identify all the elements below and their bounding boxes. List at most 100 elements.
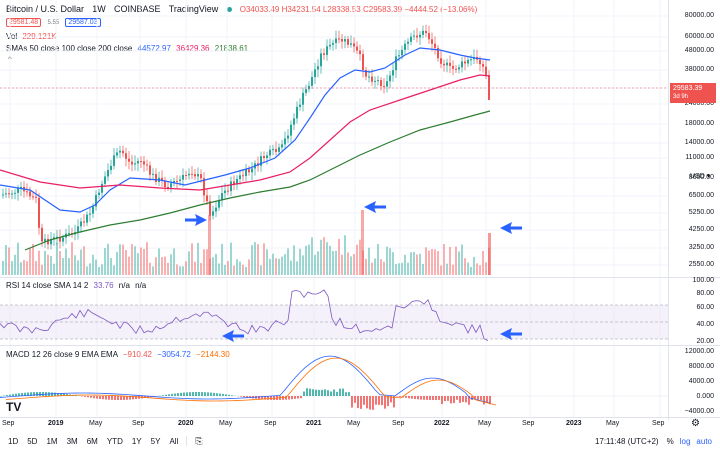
volume-bar <box>236 259 238 275</box>
volume-bar <box>470 266 472 275</box>
settings-gear-icon[interactable]: ⚙ <box>691 418 700 429</box>
pane-separator[interactable] <box>0 277 720 278</box>
time-tick-label: May <box>347 420 361 427</box>
macd-histogram-bar <box>372 396 374 410</box>
auto-toggle[interactable]: auto <box>696 436 712 446</box>
interval[interactable]: 1W <box>92 4 106 14</box>
candle <box>359 50 361 55</box>
volume-bar <box>47 254 49 275</box>
tradingview-logo-icon[interactable]: TV <box>6 400 22 414</box>
macd-legend[interactable]: MACD 12 26 close 9 EMA EMA −910.42 −3054… <box>6 350 230 359</box>
currency-label[interactable]: USD ▾ <box>690 173 711 180</box>
percent-toggle[interactable]: % <box>666 436 674 446</box>
symbol-title[interactable]: Bitcoin / U.S. Dollar <box>6 4 85 14</box>
candle <box>248 169 250 173</box>
macd-histogram-bar <box>24 392 26 396</box>
rsi-axis[interactable]: 100.00 80.00 60.00 40.00 20.00 <box>670 277 720 345</box>
sma-legend[interactable]: SMAs 50 close 100 close 200 close 44572.… <box>6 44 248 53</box>
volume-bar <box>8 247 10 275</box>
time-axis[interactable]: Sep 2019 May Sep 2020 May Sep 2021 May Sep 2022 May… <box>0 418 668 430</box>
time-tick-label: Sep <box>652 420 665 427</box>
candle <box>56 236 58 238</box>
clock[interactable]: 17:11:48 (UTC+2) <box>594 436 659 446</box>
macd-value: −3054.72 <box>157 350 191 359</box>
volume-bar <box>101 264 103 275</box>
macd-histogram-bar <box>297 396 299 399</box>
candle <box>431 39 433 44</box>
range-button-5d[interactable]: 5D <box>27 436 38 446</box>
volume-bar <box>356 244 358 275</box>
macd-histogram-bar <box>285 396 287 400</box>
range-button-all[interactable]: All <box>169 436 179 446</box>
volume-bar <box>194 261 196 275</box>
volume-bar <box>401 262 403 275</box>
range-button-ytd[interactable]: YTD <box>106 436 123 446</box>
macd-histogram-bar <box>144 396 146 398</box>
ask-price[interactable]: 29587.03 <box>65 18 101 27</box>
volume-bar <box>437 251 439 275</box>
candle <box>188 173 190 176</box>
range-button-1m[interactable]: 1M <box>46 436 58 446</box>
macd-histogram-bar <box>399 396 401 397</box>
candle <box>386 81 388 87</box>
volume-bar <box>59 250 61 275</box>
macd-histogram-bar <box>39 392 41 396</box>
volume-bar <box>14 254 16 275</box>
macd-histogram-bar <box>345 392 347 396</box>
range-button-3m[interactable]: 3M <box>66 436 78 446</box>
candle <box>179 179 181 181</box>
price-axis[interactable]: 80000.00 60000.00 48000.00 38000.00 24000.00… <box>670 0 720 278</box>
volume-bar <box>146 242 148 275</box>
candle <box>113 155 115 166</box>
volume-bar <box>305 245 307 275</box>
candle <box>20 186 22 189</box>
volume-bar <box>170 254 172 275</box>
volume-bar <box>23 259 25 275</box>
macd-histogram-bar <box>84 396 86 397</box>
macd-histogram-bar <box>105 396 107 400</box>
volume-bar <box>203 249 205 275</box>
volume-bar <box>89 263 91 275</box>
candle <box>287 135 289 139</box>
price-tick-label: 4250.00 <box>688 226 714 233</box>
macd-histogram-bar <box>126 396 128 400</box>
candle <box>95 195 97 207</box>
bid-price[interactable]: 29581.48 <box>6 18 42 27</box>
candle <box>68 232 70 234</box>
range-button-6m[interactable]: 6M <box>86 436 98 446</box>
macd-axis[interactable]: 12000.00 8000.00 4000.00 0.000 −4000.00 <box>670 346 720 418</box>
sma100-value: 36429.36 <box>176 44 210 53</box>
candle <box>89 213 91 215</box>
price-tick-label: 5250.00 <box>688 209 714 216</box>
macd-histogram-bar <box>270 396 272 400</box>
candle <box>422 30 424 35</box>
range-button-1d[interactable]: 1D <box>8 436 19 446</box>
candle <box>404 43 406 50</box>
pane-separator[interactable] <box>0 345 720 346</box>
bar-countdown: 3d 9h <box>673 94 689 100</box>
volume-bar <box>83 246 85 275</box>
candle <box>101 183 103 193</box>
log-toggle[interactable]: log <box>679 436 691 446</box>
goto-date-icon[interactable]: ⎘ <box>195 435 203 446</box>
range-button-1y[interactable]: 1Y <box>131 436 142 446</box>
macd-histogram-bar <box>327 390 329 396</box>
rsi-legend[interactable]: RSI 14 close SMA 14 2 33.76 n/a n/a <box>6 281 146 290</box>
volume-bar <box>398 263 400 275</box>
candle <box>338 38 340 40</box>
volume-bar <box>368 247 370 275</box>
macd-histogram-bar <box>363 396 365 405</box>
volume-bar <box>113 265 115 275</box>
candle <box>461 61 463 68</box>
candle <box>200 174 202 179</box>
candle <box>410 36 412 42</box>
volume-bar <box>383 261 385 275</box>
candle <box>122 150 124 154</box>
candle <box>269 149 271 156</box>
volume-bar <box>443 244 445 275</box>
range-button-5y[interactable]: 5Y <box>150 436 161 446</box>
macd-histogram-bar <box>441 396 443 405</box>
symbol-header[interactable]: Bitcoin / U.S. Dollar 1W COINBASE Tradin… <box>6 4 477 14</box>
candle <box>260 156 262 166</box>
